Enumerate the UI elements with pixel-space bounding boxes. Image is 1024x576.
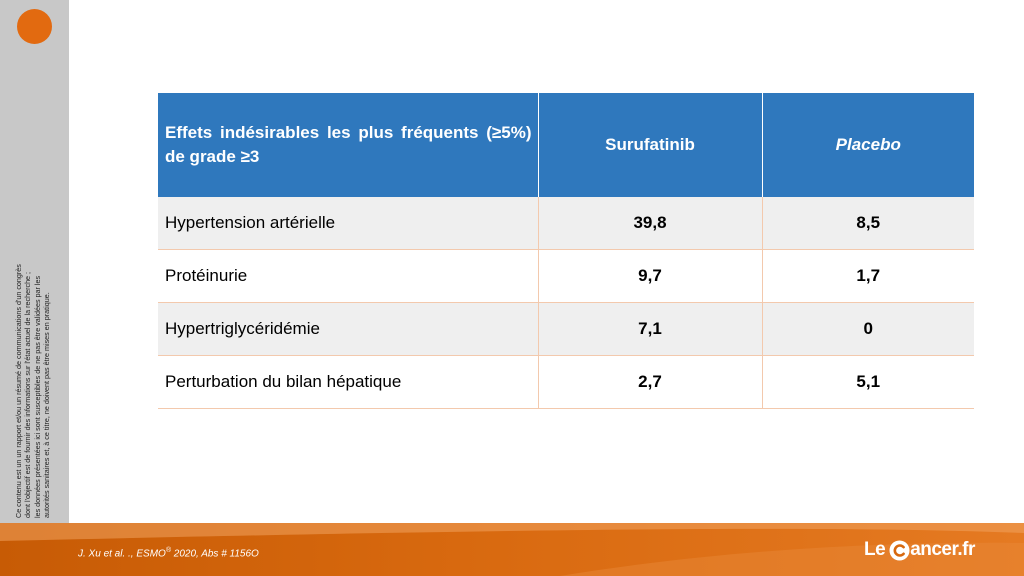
placebo-value: 8,5: [762, 197, 974, 250]
row-label: Hypertriglycéridémie: [158, 302, 539, 356]
table-row: Hypertriglycéridémie 7,1 0: [158, 302, 974, 356]
logo-text: ancer.fr: [910, 539, 975, 560]
header-placebo: Placebo: [762, 93, 974, 197]
citation-suffix: 2020, Abs # 1156O: [170, 548, 259, 560]
surufatinib-value: 2,7: [538, 355, 763, 409]
table-header-row: Effets indésirables les plus fréquents (…: [158, 93, 974, 197]
disclaimer-line: les données présentées ici sont suscepti…: [32, 275, 42, 518]
footer-band: J. Xu et al. ., ESMO® 2020, Abs # 1156O …: [0, 523, 1024, 576]
surufatinib-value: 39,8: [538, 197, 763, 250]
disclaimer-text: Ce contenu est un un rapport et/ou un ré…: [14, 188, 62, 518]
table-row: Perturbation du bilan hépatique 2,7 5,1: [158, 355, 974, 409]
disclaimer-line: dont l'objectif est de fournir des infor…: [23, 271, 33, 518]
placebo-value: 1,7: [762, 249, 974, 303]
adverse-events-table-container: Effets indésirables les plus fréquents (…: [158, 93, 974, 409]
logo-le: Le: [864, 539, 886, 560]
surufatinib-value: 9,7: [538, 249, 763, 303]
table-row: Hypertension artérielle 39,8 8,5: [158, 197, 974, 250]
citation-registered-mark: ®: [165, 547, 171, 554]
row-label: Protéinurie: [158, 249, 539, 303]
surufatinib-value: 7,1: [538, 302, 763, 356]
header-surufatinib: Surufatinib: [538, 93, 763, 197]
lecancer-logo: Le ancer.fr: [864, 537, 975, 563]
c-circle-logo-icon: [889, 540, 910, 560]
header-effects: Effets indésirables les plus fréquents (…: [158, 93, 539, 197]
left-sidebar: Ce contenu est un un rapport et/ou un ré…: [0, 0, 69, 523]
table-row: Protéinurie 9,7 1,7: [158, 249, 974, 303]
row-label: Hypertension artérielle: [158, 197, 539, 250]
placebo-value: 0: [762, 302, 974, 356]
citation-prefix: J. Xu et al. ., ESMO: [78, 548, 166, 560]
adverse-events-table: Effets indésirables les plus fréquents (…: [158, 93, 974, 409]
placebo-value: 5,1: [762, 355, 974, 409]
orange-circle-icon: [17, 9, 52, 44]
citation: J. Xu et al. ., ESMO® 2020, Abs # 1156O: [78, 547, 259, 559]
disclaimer-line: Ce contenu est un un rapport et/ou un ré…: [14, 264, 23, 518]
row-label: Perturbation du bilan hépatique: [158, 355, 539, 409]
disclaimer-line: autorités sanitaires et, à ce titre, ne …: [42, 292, 52, 518]
